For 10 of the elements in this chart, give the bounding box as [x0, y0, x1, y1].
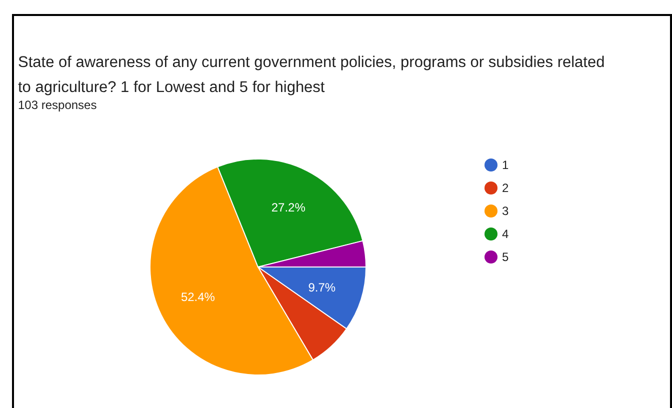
data-label: 27.2%	[271, 200, 306, 215]
chart-subtitle: 103 responses	[18, 98, 97, 112]
legend-label: 5	[502, 250, 509, 264]
legend-label: 2	[502, 181, 509, 196]
legend-label: 1	[502, 158, 509, 172]
legend-label: 3	[502, 204, 509, 218]
chart-title: State of awareness of any current government policies, programs or subsidies related to agriculture? 1 for Lowest and 5 for highest	[18, 54, 605, 96]
data-label: 52.4%	[180, 290, 216, 304]
data-label: 9.7%	[308, 280, 336, 294]
legend-label: 4	[502, 227, 509, 242]
